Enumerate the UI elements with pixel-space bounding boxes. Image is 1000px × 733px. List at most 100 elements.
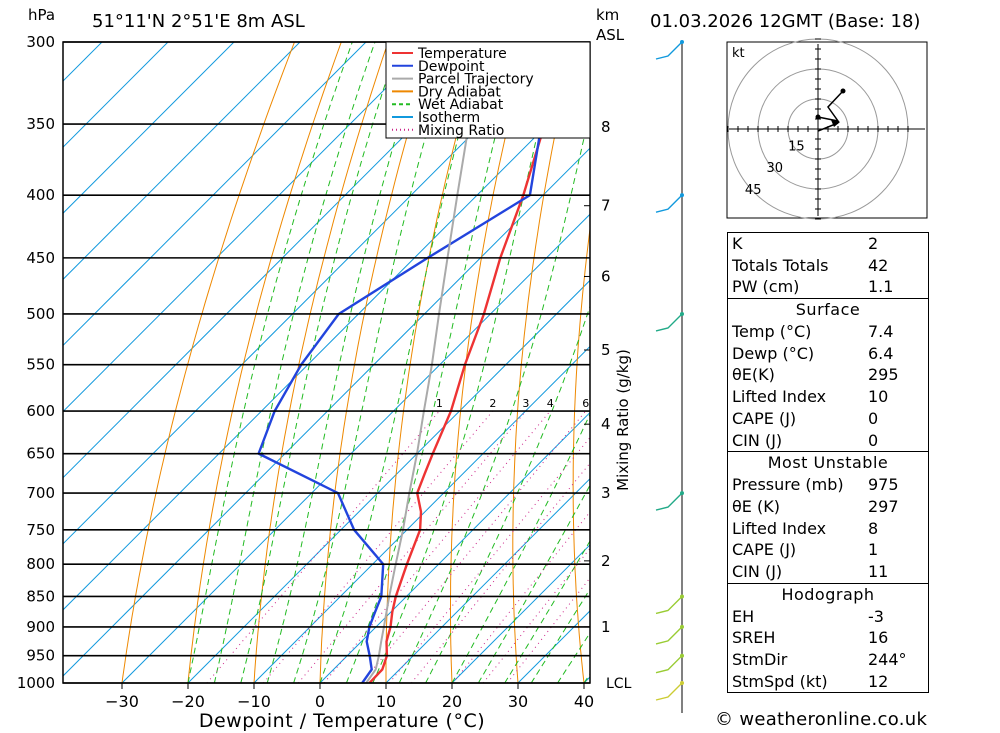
index-label: Lifted Index	[732, 518, 827, 538]
pressure-label: 900	[26, 618, 55, 636]
index-label: SREH	[732, 628, 776, 648]
index-row: EH -3	[728, 606, 928, 628]
hodograph-trace	[817, 90, 844, 123]
x-tick-label: −20	[171, 692, 205, 711]
index-row: Lifted Index 10	[728, 386, 928, 408]
index-value: 10	[868, 387, 889, 407]
dry-adiabat	[187, 42, 342, 683]
wet-adiabat	[451, 412, 590, 683]
index-row: StmDir 244°	[728, 649, 928, 671]
index-row: CAPE (J) 1	[728, 539, 928, 561]
index-label: StmDir	[732, 650, 788, 669]
wind-barb	[655, 682, 683, 701]
x-tick-label: 10	[376, 692, 396, 711]
general-indices: K 2 Totals Totals 42 PW (cm) 1.1	[728, 233, 928, 298]
km-label: 3	[601, 484, 611, 502]
dry-adiabat	[121, 42, 295, 683]
index-label: Totals Totals	[732, 255, 829, 275]
x-tick-label: 30	[508, 692, 528, 711]
dry-adiabat	[996, 42, 1000, 683]
index-value: 7.4	[868, 322, 894, 342]
legend-box	[385, 41, 591, 139]
isotherm	[63, 42, 499, 479]
index-value: 1.1	[868, 277, 894, 297]
hodograph-title: Hodograph	[781, 584, 875, 604]
isotherm	[63, 42, 433, 413]
hodograph-point	[840, 88, 846, 94]
isotherm	[63, 42, 235, 214]
mixing-ratio-label: 3	[522, 397, 529, 410]
km-label: 8	[601, 118, 611, 136]
lcl-label: LCL	[606, 676, 632, 692]
legend-label: Temperature	[417, 46, 507, 62]
index-row: Pressure (mb) 975	[728, 474, 928, 496]
km-label: 4	[601, 415, 611, 433]
mixing-ratio-line	[297, 410, 527, 683]
index-value: 975	[868, 475, 899, 495]
index-label: CIN (J)	[732, 561, 783, 581]
index-label: CAPE (J)	[732, 540, 797, 560]
dry-adiabat	[632, 42, 669, 683]
mixing-ratio-line	[323, 410, 551, 683]
index-value: 1	[868, 540, 879, 560]
index-value: 42	[868, 255, 889, 275]
wind-barb	[655, 595, 683, 615]
index-label: Lifted Index	[732, 387, 827, 407]
location-title: 51°11'N 2°51'E 8m ASL	[92, 11, 305, 32]
index-row: Dewp (°C) 6.4	[728, 343, 928, 365]
x-tick-label: 40	[574, 692, 594, 711]
mixing-ratio-label: 15	[665, 397, 679, 410]
dry-adiabat	[948, 42, 1000, 683]
index-label: θE (K)	[732, 496, 780, 516]
mixing-ratio-axis-label: Mixing Ratio (g/kg)	[614, 349, 632, 491]
pressure-label: 500	[26, 305, 55, 323]
copyright: © weatheronline.co.uk	[715, 709, 928, 730]
index-label: Pressure (mb)	[732, 475, 844, 495]
pressure-label: 350	[26, 115, 55, 133]
index-label: θE(K)	[732, 365, 775, 385]
wet-adiabat	[398, 109, 590, 683]
legend-label: Wet Adiabat	[418, 97, 504, 113]
isotherm	[63, 147, 590, 677]
index-value: 11	[868, 561, 889, 581]
pressure-label: 550	[26, 356, 55, 374]
wind-barb	[655, 313, 683, 332]
isotherm	[63, 81, 590, 611]
index-row: θE(K) 295	[728, 364, 928, 386]
index-value: 2	[868, 234, 879, 253]
mixing-ratio-label: 20	[693, 397, 707, 410]
index-value: -3	[868, 606, 884, 626]
surface-title: Surface	[795, 300, 861, 320]
pressure-label: 950	[26, 647, 55, 665]
index-label: StmSpd (kt)	[732, 671, 828, 691]
series-dewpoint	[257, 42, 552, 683]
index-value: 16	[868, 628, 889, 648]
indices-table: K 2 Totals Totals 42 PW (cm) 1.1 Surface Temp…	[727, 232, 929, 694]
most-unstable-section: Most Unstable Pressure (mb) 975 θE (K) 297 L…	[728, 451, 928, 582]
pressure-label: 800	[26, 555, 55, 573]
index-label: CIN (J)	[732, 430, 783, 450]
index-row: StmSpd (kt) 12	[728, 671, 928, 693]
mixing-ratio-label: 4	[547, 397, 554, 410]
index-row: θE (K) 297	[728, 496, 928, 518]
hodograph-section: Hodograph EH -3 SREH 16 StmDir 244° StmSpd (kt…	[728, 582, 928, 693]
most-unstable-title: Most Unstable	[767, 453, 889, 473]
index-value: 0	[868, 408, 879, 428]
isotherm	[253, 345, 590, 683]
datetime-title: 01.03.2026 12GMT (Base: 18)	[650, 11, 920, 32]
pressure-label: 600	[26, 402, 55, 420]
wet-adiabat	[240, 42, 400, 683]
index-value: 295	[868, 365, 899, 385]
index-row: SREH 16	[728, 627, 928, 649]
mixing-ratio-label: 2	[489, 397, 496, 410]
index-label: Temp (°C)	[732, 322, 812, 342]
pressure-unit: hPa	[28, 6, 55, 24]
x-tick-label: 0	[315, 692, 325, 711]
plot-frame	[62, 41, 591, 684]
dry-adiabat	[688, 42, 716, 683]
isotherm	[63, 42, 301, 281]
hodograph-unit: kt	[732, 46, 745, 61]
